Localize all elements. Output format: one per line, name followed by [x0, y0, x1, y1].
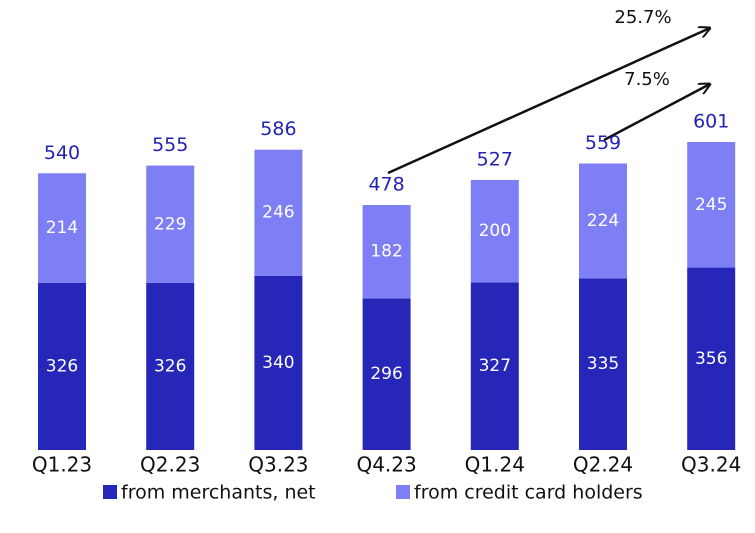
legend-swatch	[103, 485, 117, 499]
segment-label: 296	[370, 364, 402, 384]
bar-segment	[579, 278, 627, 450]
segment-label: 246	[262, 203, 294, 223]
total-label: 540	[44, 142, 80, 164]
total-label: 586	[260, 118, 296, 140]
bar-segment	[254, 275, 303, 450]
x-tick-label: Q1.24	[465, 453, 525, 477]
legend-label: from merchants, net	[121, 482, 316, 504]
total-label: 478	[368, 174, 404, 196]
bar-segment	[687, 142, 736, 268]
total-label: 555	[152, 134, 188, 156]
arrow	[603, 84, 710, 142]
segment-label: 182	[370, 242, 402, 262]
x-tick-label: Q2.23	[140, 453, 200, 477]
x-tick-label: Q3.24	[681, 453, 741, 477]
segment-label: 340	[262, 353, 294, 373]
bar-segment	[146, 165, 195, 283]
bar-segment	[470, 282, 519, 450]
bar-segment	[38, 173, 86, 283]
bar-segment	[579, 163, 627, 279]
segment-label: 200	[479, 221, 511, 241]
bar-segment	[38, 282, 86, 450]
total-label: 559	[585, 132, 621, 154]
segment-label: 326	[46, 356, 78, 376]
segment-label: 327	[479, 356, 511, 376]
x-tick-label: Q2.24	[573, 453, 633, 477]
segment-label: 335	[587, 354, 619, 374]
bar-segment	[362, 298, 411, 450]
x-tick-label: Q3.23	[248, 453, 308, 477]
annotation: 25.7%	[614, 7, 671, 28]
arrow	[387, 28, 710, 175]
segment-label: 245	[695, 195, 727, 215]
total-label: 601	[693, 111, 729, 133]
segment-label: 214	[46, 218, 78, 238]
x-tick-label: Q1.23	[32, 453, 92, 477]
annotation: 7.5%	[624, 69, 670, 90]
legend-swatch	[396, 485, 410, 499]
segment-label: 229	[154, 214, 186, 234]
total-label: 527	[477, 148, 513, 170]
legend-label: from credit card holders	[414, 482, 643, 504]
segment-label: 326	[154, 356, 186, 376]
bar-segment	[470, 179, 519, 283]
segment-label: 356	[695, 349, 727, 369]
bar-segment	[146, 282, 195, 450]
bar-segment	[362, 205, 411, 299]
x-tick-label: Q4.23	[356, 453, 416, 477]
bar-segment	[254, 149, 303, 276]
segment-label: 224	[587, 211, 619, 231]
bar-segment	[687, 267, 736, 450]
